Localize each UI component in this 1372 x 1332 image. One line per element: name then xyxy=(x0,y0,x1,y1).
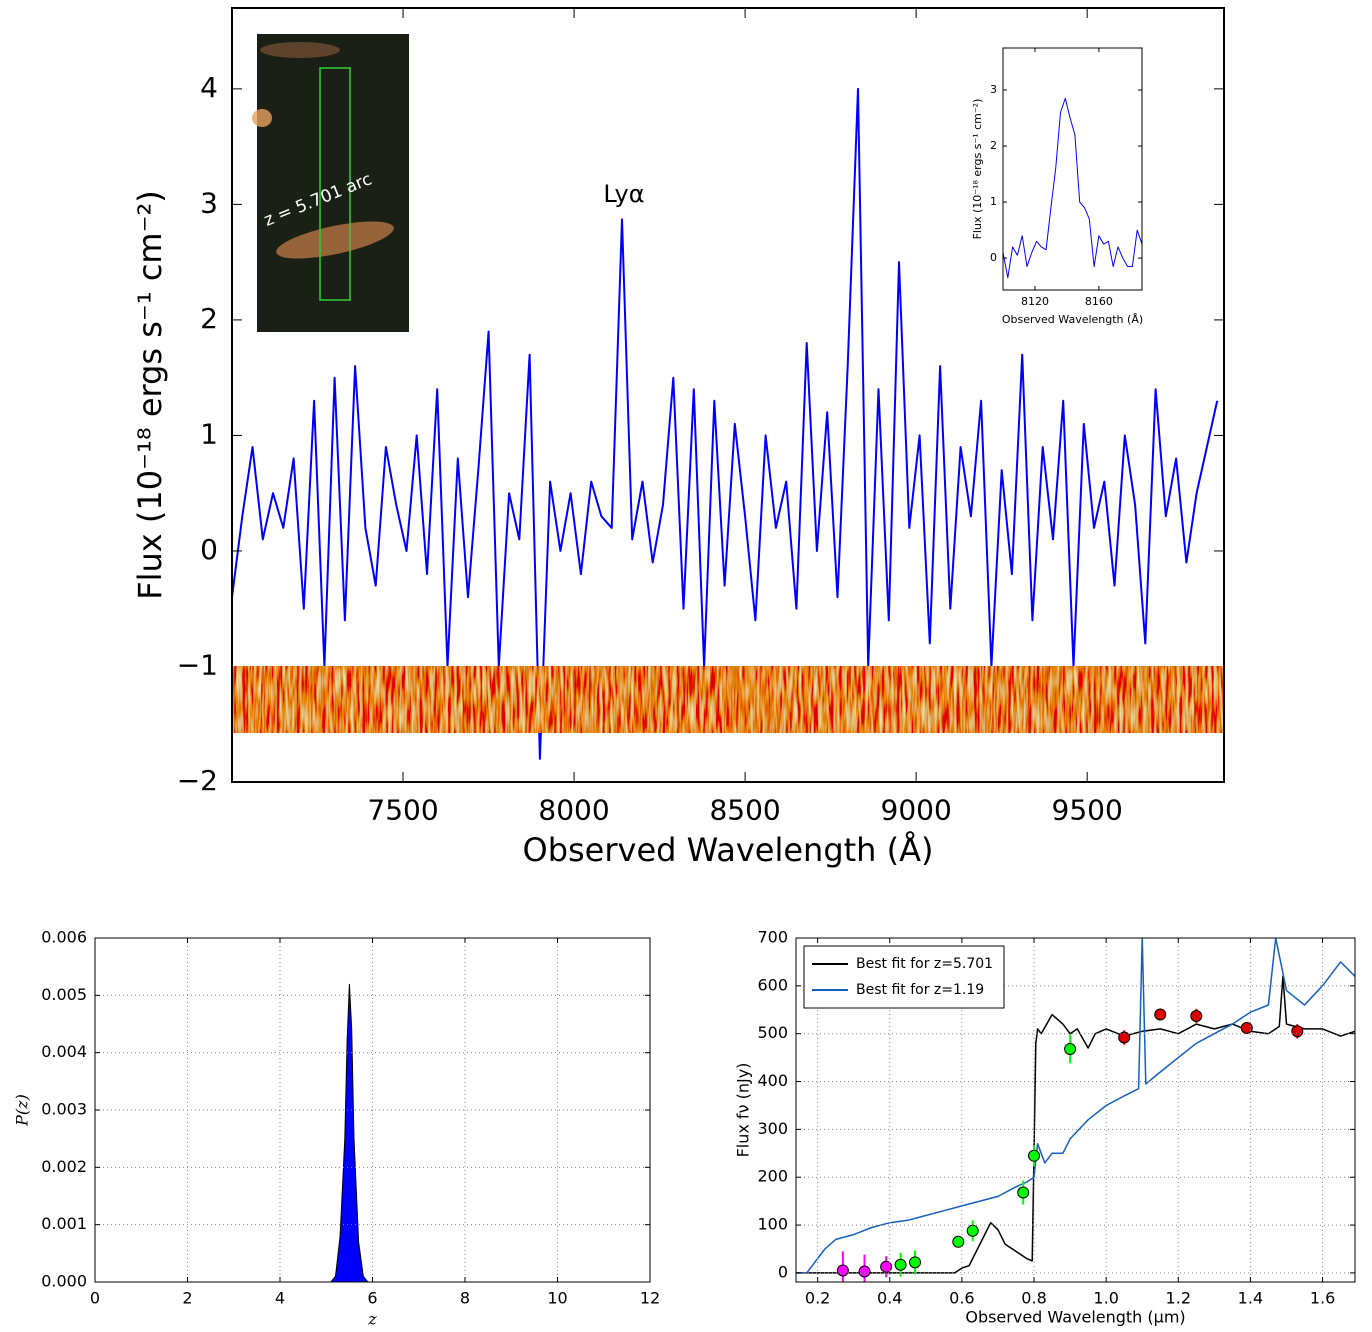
x-axis-label: Observed Wavelength (μm) xyxy=(965,1308,1185,1327)
x-tick-label: 9000 xyxy=(881,793,952,826)
y-tick-label: 300 xyxy=(757,1119,788,1138)
x-tick-label: 8160 xyxy=(1085,295,1113,308)
x-tick-label: 10 xyxy=(547,1288,567,1307)
x-tick-label: 8000 xyxy=(538,793,609,826)
overlay: z = 5.701 arc xyxy=(232,34,1224,733)
axes-frame xyxy=(1002,47,1143,291)
x-tick-label: 0.6 xyxy=(949,1288,974,1307)
line xyxy=(1003,97,1142,279)
x-tick-label: 0.8 xyxy=(1021,1288,1046,1307)
y-tick-label: 0.004 xyxy=(41,1042,87,1061)
x-tick-label: 4 xyxy=(275,1288,285,1307)
point xyxy=(1017,1186,1030,1199)
y-axis-label: P(z) xyxy=(13,1094,32,1127)
legend-box xyxy=(803,945,1005,1009)
point xyxy=(836,1264,849,1277)
point xyxy=(966,1224,979,1237)
y-tick-label: 1 xyxy=(200,417,218,450)
x-tick-label: 8120 xyxy=(1021,295,1049,308)
point xyxy=(858,1265,871,1278)
y-tick-label: 0 xyxy=(778,1262,788,1281)
inset-image xyxy=(257,34,409,332)
y-tick-label: 3 xyxy=(200,186,218,219)
axes-frame xyxy=(795,937,1356,1283)
y-tick-label: 0.002 xyxy=(41,1157,87,1176)
axes-frame xyxy=(231,7,1225,783)
point xyxy=(1190,1009,1203,1022)
y-tick-label: 1 xyxy=(990,195,997,208)
y-tick-label: 3 xyxy=(990,83,997,96)
annotation: Lyα xyxy=(603,180,644,208)
y-axis-label: Flux (10⁻¹⁸ ergs s⁻¹ cm⁻²) xyxy=(131,190,169,600)
y-tick-label: 2 xyxy=(990,139,997,152)
y-tick-label: 0.006 xyxy=(41,928,87,947)
x-tick-label: 0.2 xyxy=(805,1288,830,1307)
point xyxy=(894,1258,907,1271)
x-tick-label: 0.4 xyxy=(877,1288,902,1307)
legend-label: Best fit for z=1.19 xyxy=(856,982,984,998)
x-tick-label: 2 xyxy=(182,1288,192,1307)
x-tick-label: 12 xyxy=(640,1288,660,1307)
point xyxy=(1118,1031,1131,1044)
y-tick-label: 600 xyxy=(757,975,788,994)
point xyxy=(1291,1025,1304,1038)
x-axis-label: Observed Wavelength (Å) xyxy=(523,831,934,869)
x-tick-label: 8500 xyxy=(709,793,780,826)
plot-area xyxy=(330,983,369,1282)
galaxy xyxy=(260,42,340,58)
y-tick-label: 4 xyxy=(200,71,218,104)
galaxy xyxy=(252,109,272,127)
x-axis-label: z xyxy=(367,1310,377,1329)
y-axis-label: Flux fν (nJy) xyxy=(734,1063,753,1158)
point xyxy=(1028,1149,1041,1162)
x-tick-label: 8 xyxy=(460,1288,470,1307)
line xyxy=(796,938,1355,1274)
y-tick-label: −2 xyxy=(177,764,218,797)
point xyxy=(1154,1008,1167,1021)
x-tick-label: 1.2 xyxy=(1166,1288,1191,1307)
plot-area xyxy=(232,87,1219,760)
y-tick-label: 400 xyxy=(757,1071,788,1090)
y-tick-label: 500 xyxy=(757,1023,788,1042)
y-axis-label: Flux (10⁻¹⁸ ergs s⁻¹ cm⁻²) xyxy=(971,99,984,240)
point xyxy=(1240,1021,1253,1034)
y-tick-label: 0.001 xyxy=(41,1214,87,1233)
plot-area xyxy=(796,938,1355,1282)
y-tick-label: 700 xyxy=(757,928,788,947)
y-tick-label: 0.003 xyxy=(41,1100,87,1119)
slit xyxy=(319,67,351,301)
galaxy xyxy=(276,221,394,259)
y-tick-label: 0.005 xyxy=(41,985,87,1004)
point xyxy=(909,1256,922,1269)
x-tick-label: 1.6 xyxy=(1310,1288,1335,1307)
area xyxy=(330,983,369,1282)
spectrum-2d xyxy=(232,666,1224,733)
x-tick-label: 9500 xyxy=(1052,793,1123,826)
line xyxy=(232,87,1219,760)
y-tick-label: 2 xyxy=(200,302,218,335)
y-tick-label: 200 xyxy=(757,1167,788,1186)
x-axis-label: Observed Wavelength (Å) xyxy=(1002,313,1143,326)
x-tick-label: 7500 xyxy=(367,793,438,826)
x-tick-label: 1.4 xyxy=(1238,1288,1263,1307)
y-tick-label: 0 xyxy=(990,251,997,264)
x-tick-label: 0 xyxy=(90,1288,100,1307)
point xyxy=(952,1235,965,1248)
point xyxy=(1064,1042,1077,1055)
x-tick-label: 1.0 xyxy=(1093,1288,1118,1307)
axes-frame xyxy=(94,937,651,1283)
y-tick-label: 100 xyxy=(757,1215,788,1234)
y-tick-label: 0.000 xyxy=(41,1272,87,1291)
line xyxy=(796,975,1355,1274)
point xyxy=(880,1260,893,1273)
y-tick-label: 0 xyxy=(200,533,218,566)
y-tick-label: −1 xyxy=(177,648,218,681)
plot-area xyxy=(1003,97,1142,279)
x-tick-label: 6 xyxy=(367,1288,377,1307)
legend-label: Best fit for z=5.701 xyxy=(856,956,993,972)
